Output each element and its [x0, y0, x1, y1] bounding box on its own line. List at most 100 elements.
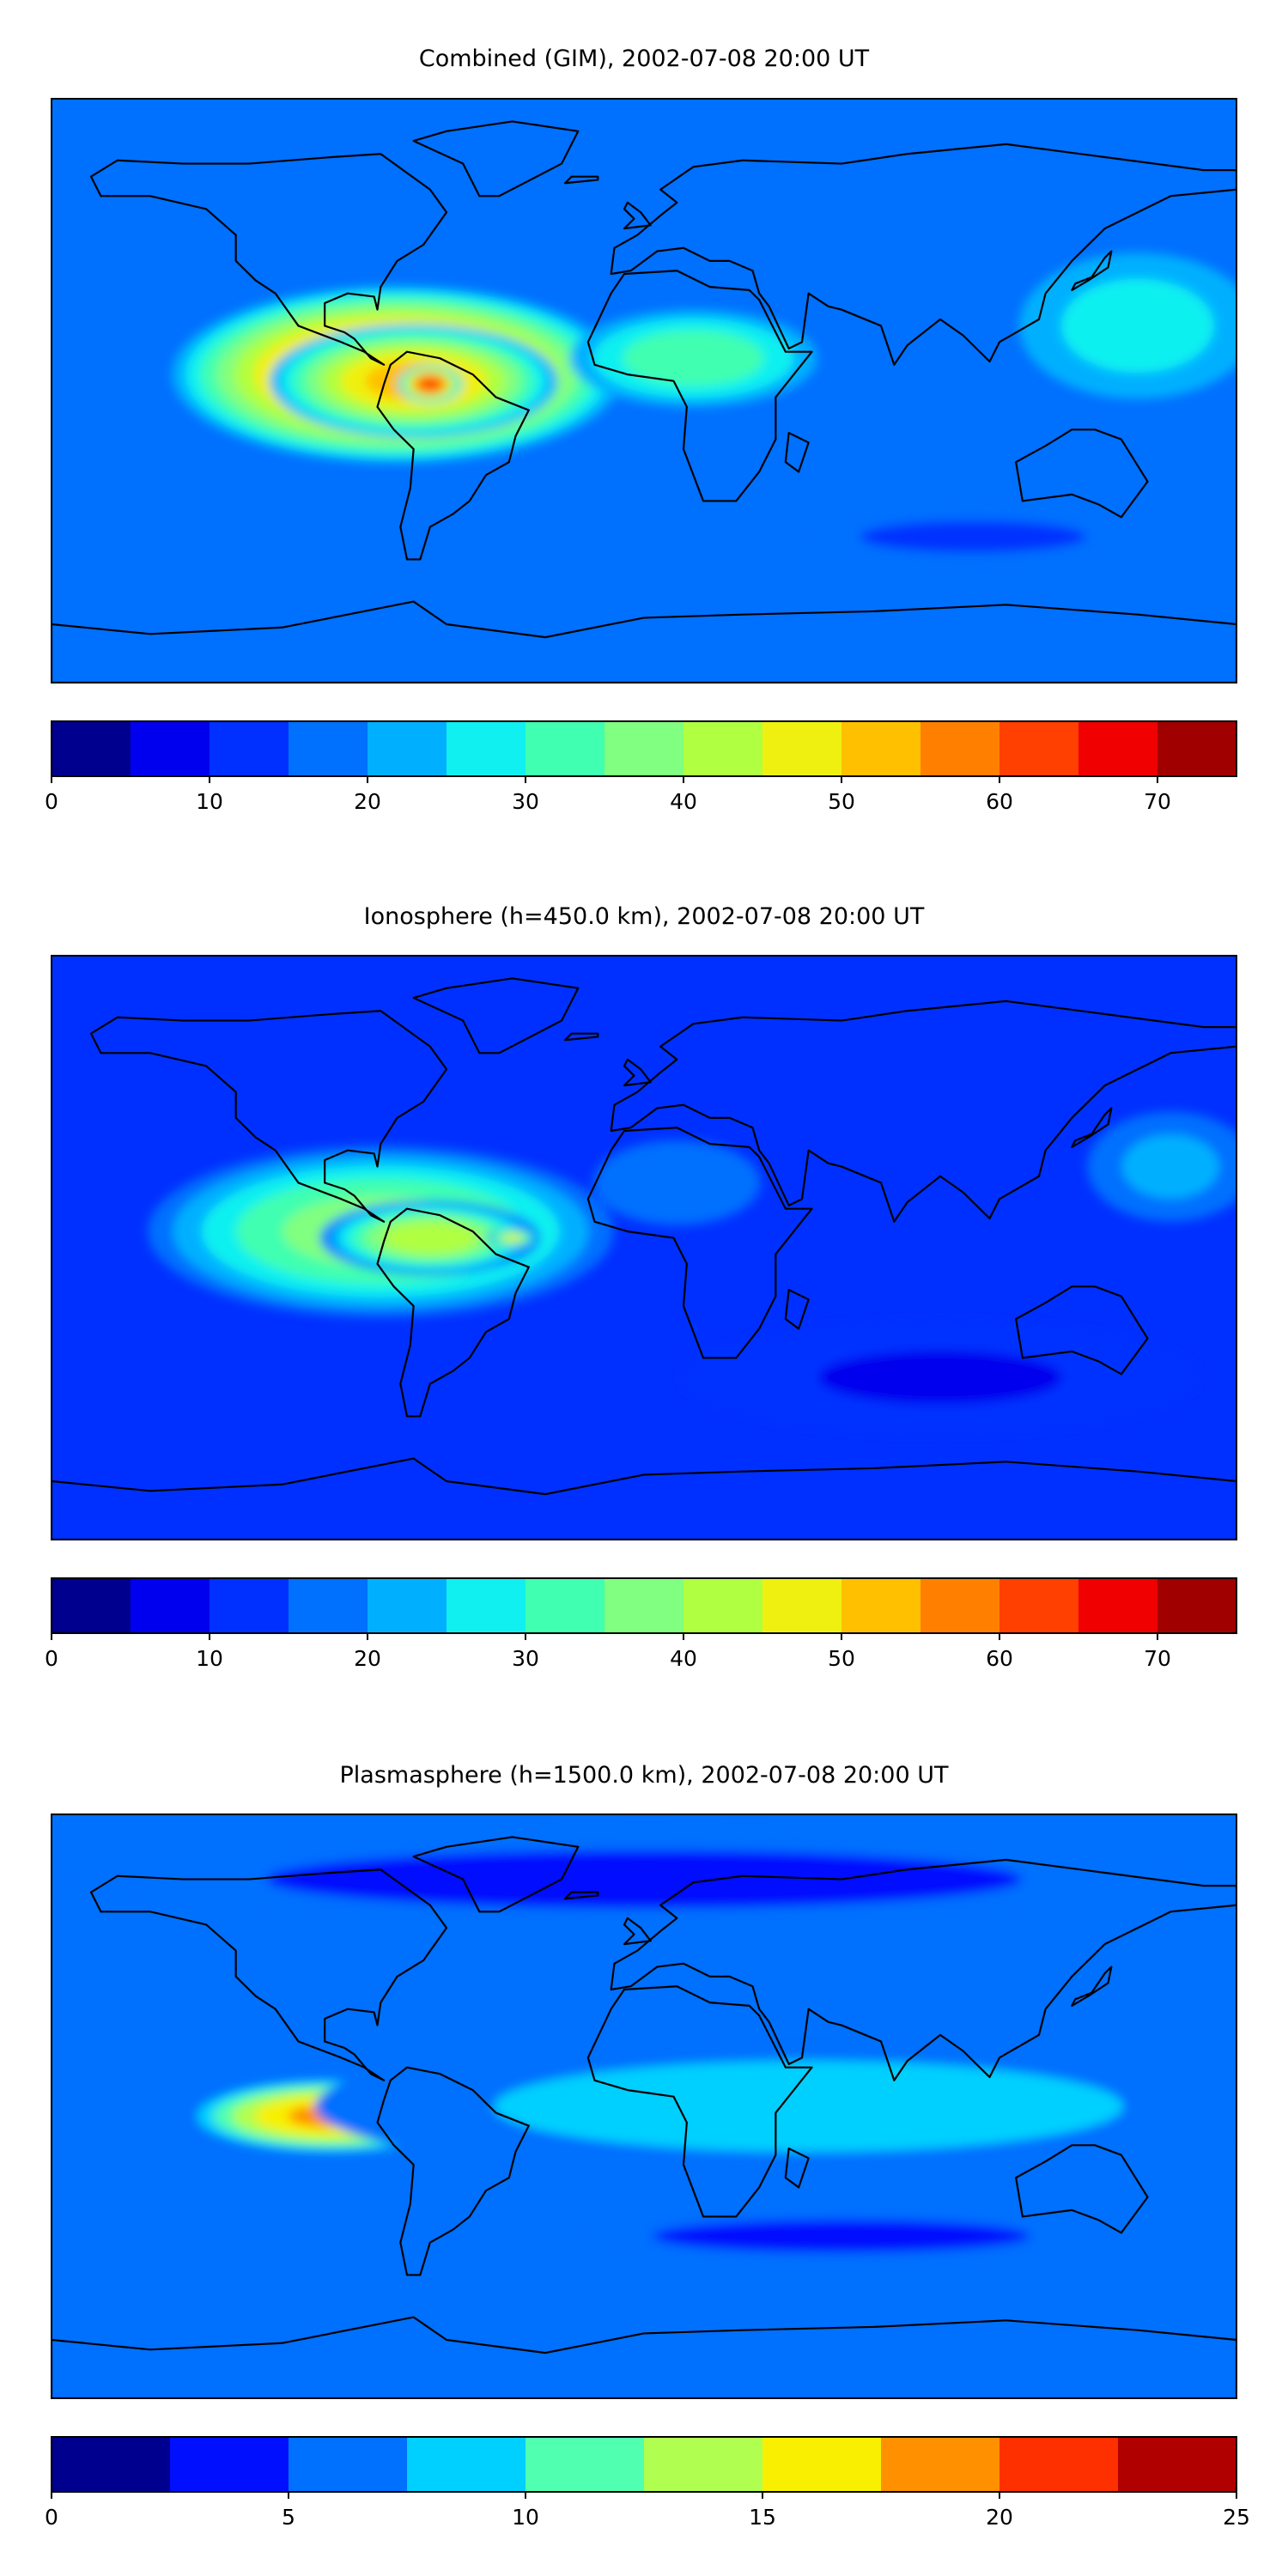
coastline [412, 120, 580, 197]
colorbar-segment [526, 2437, 645, 2492]
map-field [52, 956, 1236, 1540]
colorbar-frame [51, 2436, 1237, 2493]
coastline [412, 977, 580, 1054]
colorbar-segment [447, 1578, 526, 1633]
coastline [610, 143, 1236, 366]
coastline [623, 1058, 652, 1087]
colorbar-segment [526, 721, 605, 776]
colorbar-segment [210, 1578, 289, 1633]
contour-blob [266, 1850, 1022, 1909]
colorbar-tick-label: 0 [45, 2505, 58, 2530]
colorbar-tick-label: 50 [828, 789, 855, 814]
contour-blob [860, 520, 1086, 553]
coastline [1071, 1107, 1113, 1148]
colorbar-segment [762, 2437, 882, 2492]
contour-blob [623, 330, 764, 386]
colorbar-tick-label: 20 [354, 1646, 381, 1671]
colorbar-segment [368, 721, 447, 776]
coastline [1015, 2144, 1149, 2234]
colorbar-tick-label: 60 [986, 789, 1013, 814]
colorbar-segment [762, 1578, 842, 1633]
colorbar-tick-label: 10 [196, 789, 223, 814]
map-frame [51, 955, 1237, 1540]
colorbar-segment [52, 721, 131, 776]
colorbar-tick-label: 30 [512, 1646, 539, 1671]
colorbar-segment [289, 1578, 368, 1633]
colorbar-segment [1078, 1578, 1158, 1633]
panel-combined: Combined (GIM), 2002-07-08 20:00 UT [0, 0, 1288, 859]
coastline [784, 1289, 810, 1330]
coastline [1071, 250, 1113, 291]
colorbar-tick-label: 20 [986, 2505, 1013, 2530]
colorbar-segment [762, 721, 842, 776]
colorbar-segment [683, 1578, 763, 1633]
colorbar-segment [999, 721, 1079, 776]
contour-blob [505, 1235, 520, 1241]
colorbar-tick-label: 40 [670, 1646, 697, 1671]
coastline [563, 1032, 599, 1042]
coastline [610, 1858, 1236, 2081]
coastline [412, 1836, 580, 1913]
colorbar-segment [881, 2437, 1000, 2492]
coastline [586, 1985, 813, 2218]
colorbar-segment [1157, 721, 1237, 776]
colorbar-tick-label: 25 [1223, 2505, 1250, 2530]
colorbar-segment [170, 2437, 289, 2492]
contour-blob [653, 2219, 1030, 2253]
colorbar-segment [131, 721, 210, 776]
colorbar-segment [368, 1578, 447, 1633]
contour-blob [420, 378, 440, 391]
colorbar-segment [1118, 2437, 1237, 2492]
coastline [1015, 1285, 1149, 1376]
contour-blob [818, 159, 996, 201]
colorbar-segment [210, 721, 289, 776]
coastline [1015, 428, 1149, 519]
colorbar-segment [447, 721, 526, 776]
coastline [586, 270, 813, 502]
colorbar-segment [841, 1578, 921, 1633]
colorbar-segment [131, 1578, 210, 1633]
colorbar-segment [683, 721, 763, 776]
colorbar-segment [999, 2437, 1119, 2492]
colorbar-tick-label: 0 [45, 1646, 58, 1671]
map-frame [51, 1814, 1237, 2399]
contour-levels [52, 1833, 1236, 2263]
colorbar-tick-label: 20 [354, 789, 381, 814]
panel-ionosphere: Ionosphere (h=450.0 km), 2002-07-08 20:0… [0, 0, 1288, 930]
colorbar-frame [51, 720, 1237, 777]
colorbar-segment [920, 1578, 1000, 1633]
coastline [610, 999, 1236, 1223]
coastline [623, 1917, 652, 1946]
coastline [52, 1457, 1236, 1540]
coastline [52, 2316, 1236, 2398]
coastline [623, 201, 652, 230]
coastline [89, 1010, 448, 1223]
map-field [52, 99, 1236, 683]
coastline [586, 1127, 813, 1359]
colorbar-tick-label: 0 [45, 789, 58, 814]
coastline [784, 2148, 810, 2189]
colorbar-tick-label: 70 [1144, 1646, 1171, 1671]
coastline [376, 2066, 530, 2276]
chart-title: Ionosphere (h=450.0 km), 2002-07-08 20:0… [363, 903, 925, 930]
colorbar-tick-label: 40 [670, 789, 697, 814]
contour-blob [1121, 1134, 1219, 1199]
colorbar-tick-label: 50 [828, 1646, 855, 1671]
contour-blob [818, 1351, 1062, 1405]
contour-levels [172, 159, 1236, 564]
colorbar-segment [644, 2437, 763, 2492]
contour-blob [1061, 278, 1214, 374]
chart-title: Plasmasphere (h=1500.0 km), 2002-07-08 2… [339, 1762, 949, 1789]
contour-blob [382, 1222, 477, 1255]
panel-plasmasphere: Plasmasphere (h=1500.0 km), 2002-07-08 2… [0, 0, 1288, 1789]
colorbar-segment [52, 2437, 171, 2492]
coastline [52, 600, 1236, 683]
colorbar-tick-label: 10 [512, 2505, 539, 2530]
coastline [1071, 1965, 1113, 2007]
colorbar-segment [605, 721, 684, 776]
colorbar-segment [841, 721, 921, 776]
coastline [563, 1891, 599, 1900]
colorbar-tick-label: 60 [986, 1646, 1013, 1671]
colorbar-tick-label: 5 [282, 2505, 295, 2530]
